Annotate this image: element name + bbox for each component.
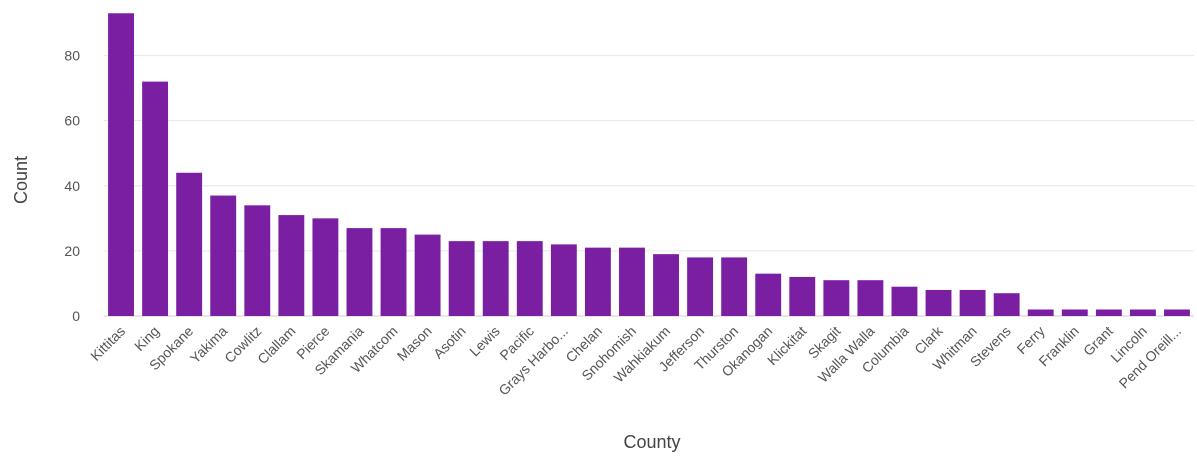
bar-columbia[interactable] xyxy=(891,286,918,316)
bar-cowlitz[interactable] xyxy=(244,205,271,316)
y-axis-ticks: 0 20 40 60 80 xyxy=(64,48,80,324)
x-tick-label: Kittitas xyxy=(87,323,128,364)
bar-skagit[interactable] xyxy=(823,280,850,316)
x-tick-label: Clallam xyxy=(254,323,298,367)
y-tick-label: 20 xyxy=(64,243,80,259)
bar-lincoln[interactable] xyxy=(1129,309,1156,316)
bar-walla-walla[interactable] xyxy=(857,280,884,316)
bar-chelan[interactable] xyxy=(584,247,611,316)
bar-okanogan[interactable] xyxy=(755,273,782,316)
bar-kittitas[interactable] xyxy=(108,13,134,317)
bar-stevens[interactable] xyxy=(993,293,1020,316)
bar-whitman[interactable] xyxy=(959,289,986,316)
x-tick-label: Asotin xyxy=(430,323,469,362)
bar-lewis[interactable] xyxy=(482,241,509,316)
bar-jefferson[interactable] xyxy=(687,257,714,316)
x-tick-label: Yakima xyxy=(187,323,231,367)
bar-mason[interactable] xyxy=(414,234,441,316)
bar-spokane[interactable] xyxy=(176,172,203,316)
bar-clallam[interactable] xyxy=(278,215,305,316)
bar-pierce[interactable] xyxy=(312,218,339,316)
bar-franklin[interactable] xyxy=(1061,309,1088,316)
bars xyxy=(108,13,1190,317)
y-tick-label: 80 xyxy=(64,48,80,64)
y-tick-label: 0 xyxy=(72,308,80,324)
bar-skamania[interactable] xyxy=(346,228,373,316)
bar-whatcom[interactable] xyxy=(380,228,407,316)
y-tick-label: 40 xyxy=(64,178,80,194)
x-tick-label: Klickitat xyxy=(764,323,809,368)
bar-clark[interactable] xyxy=(925,289,952,316)
bar-yakima[interactable] xyxy=(210,195,237,316)
bar-grant[interactable] xyxy=(1095,309,1122,316)
bar-wahkiakum[interactable] xyxy=(653,254,679,316)
bar-grays-harbo[interactable] xyxy=(550,244,577,316)
y-tick-label: 60 xyxy=(64,113,80,129)
bar-thurston[interactable] xyxy=(721,257,748,316)
x-axis-title: County xyxy=(623,432,680,452)
bar-king[interactable] xyxy=(142,81,169,316)
bar-klickitat[interactable] xyxy=(789,276,816,316)
y-axis-title: Count xyxy=(11,156,31,204)
bar-ferry[interactable] xyxy=(1027,309,1054,316)
bar-pacific[interactable] xyxy=(516,241,543,316)
bar-snohomish[interactable] xyxy=(619,247,645,316)
x-tick-label: Mason xyxy=(394,323,435,364)
bar-asotin[interactable] xyxy=(448,241,475,316)
bar-pend-oreill[interactable] xyxy=(1164,309,1190,316)
x-axis-ticks: Kittitas KingSpokaneYakimaCowlitzClallamP… xyxy=(87,322,1184,398)
